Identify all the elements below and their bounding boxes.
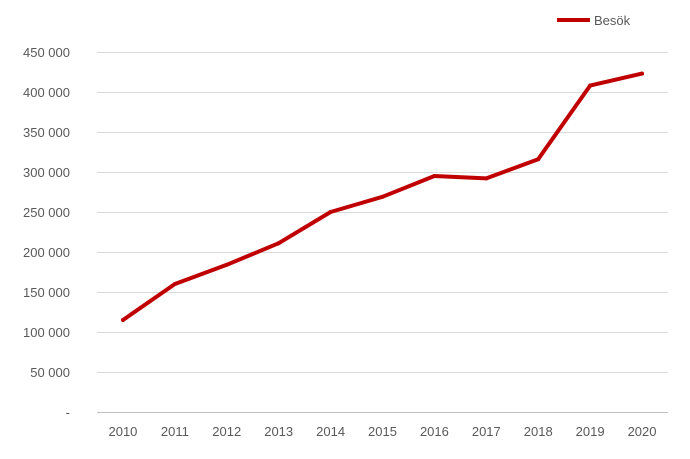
data-point bbox=[640, 71, 644, 76]
y-tick-label: 300 000 bbox=[23, 165, 70, 180]
data-point bbox=[224, 262, 229, 267]
y-tick-label: 200 000 bbox=[23, 245, 70, 260]
y-tick-label: 250 000 bbox=[23, 205, 70, 220]
x-tick-label: 2010 bbox=[108, 424, 137, 439]
x-tick-label: 2016 bbox=[420, 424, 449, 439]
y-tick-label: 450 000 bbox=[23, 45, 70, 60]
data-point bbox=[328, 210, 333, 214]
x-tick-label: 2012 bbox=[212, 424, 241, 439]
legend-label-besok: Besök bbox=[594, 13, 631, 28]
y-axis-tick-labels: - 50 000 100 000 150 000 200 000 250 000 300 0… bbox=[23, 45, 70, 420]
data-point bbox=[588, 83, 593, 88]
x-tick-label: 2011 bbox=[161, 424, 189, 439]
data-point bbox=[121, 318, 125, 322]
data-point bbox=[172, 282, 177, 286]
series-layer bbox=[121, 71, 644, 322]
y-tick-label: 100 000 bbox=[23, 325, 70, 340]
y-tick-label: 50 000 bbox=[30, 365, 70, 380]
x-tick-label: 2015 bbox=[368, 424, 397, 439]
data-point bbox=[484, 176, 489, 181]
x-tick-label: 2018 bbox=[524, 424, 553, 439]
x-tick-label: 2013 bbox=[264, 424, 293, 439]
data-point bbox=[276, 241, 281, 246]
data-point bbox=[536, 157, 541, 162]
y-tick-label: - bbox=[66, 405, 70, 420]
data-point bbox=[380, 194, 385, 199]
y-tick-label: 350 000 bbox=[23, 125, 70, 140]
y-tick-label: 150 000 bbox=[23, 285, 70, 300]
legend: Besök bbox=[557, 13, 631, 28]
x-tick-label: 2019 bbox=[576, 424, 605, 439]
x-tick-label: 2017 bbox=[472, 424, 501, 439]
x-tick-label: 2020 bbox=[628, 424, 657, 439]
gridlines bbox=[97, 52, 668, 413]
x-axis-tick-labels: 2010 2011 2012 2013 2014 2015 2016 2017 2018 2019… bbox=[108, 424, 656, 439]
x-tick-label: 2014 bbox=[316, 424, 345, 439]
data-point bbox=[432, 174, 437, 178]
y-tick-label: 400 000 bbox=[23, 85, 70, 100]
